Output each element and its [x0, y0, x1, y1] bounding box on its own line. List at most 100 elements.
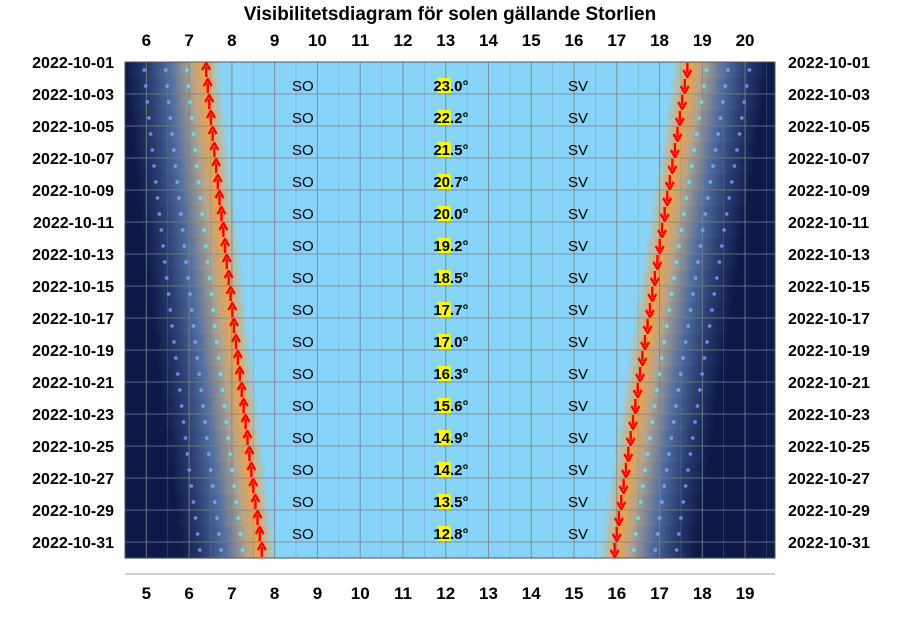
twilight-dot — [640, 484, 645, 488]
altitude-highlight — [437, 110, 451, 125]
twilight-dot — [676, 532, 681, 536]
twilight-dot — [655, 388, 659, 392]
sunrise-arrowhead — [221, 253, 232, 263]
bottom-hour-label: 15 — [565, 584, 584, 603]
twilight-dot — [690, 292, 695, 296]
twilight-dot — [687, 180, 691, 184]
set-direction: SV — [568, 174, 588, 191]
twilight-dot — [747, 68, 752, 72]
date-label-left: 2022-10-31 — [32, 535, 114, 552]
twilight-dot — [204, 436, 209, 440]
twilight-dot — [191, 324, 196, 328]
altitude-highlight — [437, 526, 451, 541]
sunset-arrowhead — [609, 549, 620, 559]
twilight-dot — [653, 548, 658, 552]
twilight-dot — [705, 340, 709, 344]
twilight-dot — [727, 196, 732, 200]
chart-title: Visibilitetsdiagram för solen gällande S… — [244, 4, 656, 25]
twilight-dot — [690, 436, 695, 440]
twilight-dot — [714, 276, 719, 280]
twilight-dot — [650, 420, 655, 424]
day-band — [125, 478, 775, 495]
twilight-dot — [198, 196, 203, 200]
day-band — [125, 510, 775, 527]
date-label-right: 2022-10-09 — [788, 183, 870, 200]
date-label-left: 2022-10-03 — [32, 87, 114, 104]
twilight-dot — [179, 404, 184, 408]
rise-direction: SO — [292, 494, 314, 511]
twilight-dot — [178, 212, 183, 216]
twilight-dot — [720, 100, 725, 104]
twilight-dot — [207, 276, 212, 280]
twilight-dot — [201, 404, 205, 408]
sunrise-arrowhead — [202, 77, 213, 87]
top-hour-label: 15 — [522, 31, 541, 50]
twilight-dot — [694, 132, 699, 136]
twilight-dot — [697, 388, 702, 392]
twilight-dot — [232, 484, 236, 488]
rise-direction: SO — [292, 526, 314, 543]
twilight-dot — [195, 532, 200, 536]
sunrise-arrowhead — [205, 109, 216, 119]
twilight-dot — [182, 244, 187, 248]
date-label-right: 2022-10-11 — [788, 215, 869, 232]
sunset-arrowhead — [642, 325, 653, 335]
max-altitude: 19.2° — [433, 238, 468, 255]
max-altitude: 22.2° — [433, 110, 468, 127]
twilight-dot — [226, 436, 231, 440]
twilight-dot — [705, 196, 710, 200]
set-direction: SV — [568, 238, 588, 255]
sunset-arrowhead — [623, 453, 634, 463]
twilight-dot — [712, 292, 717, 296]
date-label-left: 2022-10-07 — [32, 151, 114, 168]
twilight-dot — [175, 372, 180, 376]
twilight-dot — [162, 260, 167, 264]
sunset-arrowhead — [625, 437, 636, 447]
rise-direction: SO — [292, 110, 314, 127]
twilight-dot — [713, 148, 718, 152]
set-direction: SV — [568, 142, 588, 159]
date-label-right: 2022-10-15 — [788, 279, 870, 296]
max-altitude: 20.7° — [433, 174, 468, 191]
max-altitude: 17.7° — [433, 302, 468, 319]
twilight-dot — [726, 68, 730, 72]
twilight-dot — [674, 404, 678, 408]
twilight-dot — [682, 212, 686, 216]
sunset-arrowhead — [669, 149, 680, 159]
sunset-arrowhead — [659, 213, 670, 223]
max-altitude: 21.5° — [433, 142, 468, 159]
max-altitude: 17.0° — [433, 334, 468, 351]
top-hour-label: 10 — [308, 31, 327, 50]
bottom-hour-label: 18 — [693, 584, 712, 603]
top-hour-label: 19 — [693, 31, 712, 50]
twilight-dot — [719, 244, 724, 248]
day-band — [125, 446, 775, 463]
twilight-dot — [674, 548, 679, 552]
set-direction: SV — [568, 270, 588, 287]
set-direction: SV — [568, 494, 588, 511]
twilight-dot — [230, 468, 235, 472]
altitude-highlight — [437, 398, 451, 413]
twilight-dot — [634, 532, 638, 536]
top-hour-label: 9 — [270, 31, 279, 50]
sunset-arrowhead — [682, 69, 693, 79]
sunset-arrowhead — [677, 101, 688, 111]
twilight-dot — [161, 244, 165, 248]
sunrise-arrowhead — [248, 477, 259, 487]
date-label-left: 2022-10-15 — [32, 279, 114, 296]
twilight-dot — [189, 484, 194, 488]
date-label-left: 2022-10-17 — [32, 311, 114, 328]
altitude-highlight — [437, 462, 451, 477]
bottom-hour-label: 14 — [522, 584, 541, 603]
max-altitude: 15.6° — [433, 398, 468, 415]
rise-direction: SO — [292, 366, 314, 383]
altitude-highlight — [437, 206, 451, 221]
twilight-dot — [197, 372, 202, 376]
sunset-arrowhead — [644, 309, 655, 319]
twilight-dot — [184, 260, 189, 264]
twilight-dot — [205, 260, 210, 264]
sunset-arrowhead — [616, 501, 627, 511]
twilight-dot — [181, 420, 186, 424]
date-label-right: 2022-10-19 — [788, 343, 870, 360]
top-hour-label: 12 — [393, 31, 412, 50]
